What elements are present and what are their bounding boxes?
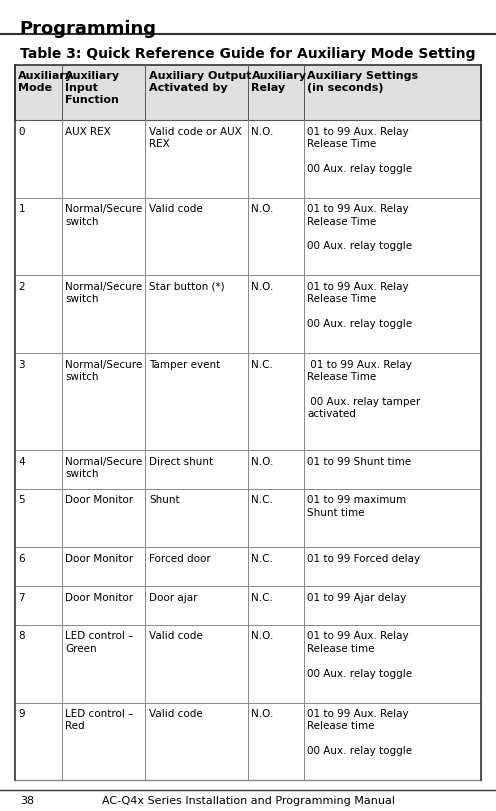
Text: N.C.: N.C.: [251, 554, 273, 564]
Text: N.O.: N.O.: [251, 204, 274, 214]
Text: Auxiliary
Mode: Auxiliary Mode: [18, 71, 73, 93]
Text: N.C.: N.C.: [251, 496, 273, 505]
Text: AC-Q4x Series Installation and Programming Manual: AC-Q4x Series Installation and Programmi…: [102, 796, 394, 806]
Text: LED control –
Red: LED control – Red: [65, 709, 133, 732]
Text: 6: 6: [18, 554, 25, 564]
Text: 01 to 99 Aux. Relay
Release time

00 Aux. relay toggle: 01 to 99 Aux. Relay Release time 00 Aux.…: [308, 709, 413, 756]
Text: Tamper event: Tamper event: [149, 359, 220, 370]
Text: Valid code or AUX
REX: Valid code or AUX REX: [149, 127, 242, 149]
Text: 0: 0: [18, 127, 25, 136]
Text: Normal/Secure
switch: Normal/Secure switch: [65, 359, 142, 382]
Bar: [15, 624, 481, 702]
Bar: [15, 276, 481, 353]
Text: Valid code: Valid code: [149, 631, 203, 642]
Text: AUX REX: AUX REX: [65, 127, 111, 136]
Text: N.C.: N.C.: [251, 593, 273, 603]
Text: 01 to 99 maximum
Shunt time: 01 to 99 maximum Shunt time: [308, 496, 407, 518]
Text: N.C.: N.C.: [251, 359, 273, 370]
Text: Normal/Secure
switch: Normal/Secure switch: [65, 204, 142, 226]
Text: N.O.: N.O.: [251, 457, 274, 466]
Text: 01 to 99 Aux. Relay
Release Time

00 Aux. relay toggle: 01 to 99 Aux. Relay Release Time 00 Aux.…: [308, 282, 413, 329]
Text: Auxiliary
Relay: Auxiliary Relay: [251, 71, 307, 93]
Bar: [15, 198, 481, 276]
Text: 01 to 99 Aux. Relay
Release Time

00 Aux. relay toggle: 01 to 99 Aux. Relay Release Time 00 Aux.…: [308, 127, 413, 174]
Bar: [15, 547, 481, 586]
Text: Star button (*): Star button (*): [149, 282, 225, 292]
Text: Valid code: Valid code: [149, 709, 203, 719]
Text: Door ajar: Door ajar: [149, 593, 197, 603]
Text: Normal/Secure
switch: Normal/Secure switch: [65, 457, 142, 479]
Text: Door Monitor: Door Monitor: [65, 554, 133, 564]
Text: Shunt: Shunt: [149, 496, 180, 505]
Bar: [15, 65, 481, 120]
Text: 7: 7: [18, 593, 25, 603]
Text: Programming: Programming: [20, 20, 157, 38]
Text: 01 to 99 Forced delay: 01 to 99 Forced delay: [308, 554, 421, 564]
Text: 01 to 99 Shunt time: 01 to 99 Shunt time: [308, 457, 412, 466]
Text: Door Monitor: Door Monitor: [65, 593, 133, 603]
Text: 38: 38: [20, 796, 34, 806]
Text: 1: 1: [18, 204, 25, 214]
Text: Auxiliary Settings
(in seconds): Auxiliary Settings (in seconds): [308, 71, 419, 93]
Text: 5: 5: [18, 496, 25, 505]
Text: Table 3: Quick Reference Guide for Auxiliary Mode Setting: Table 3: Quick Reference Guide for Auxil…: [20, 47, 476, 61]
Text: Forced door: Forced door: [149, 554, 211, 564]
Bar: [15, 702, 481, 780]
Text: 2: 2: [18, 282, 25, 292]
Bar: [15, 120, 481, 198]
Text: N.O.: N.O.: [251, 127, 274, 136]
Text: 01 to 99 Ajar delay: 01 to 99 Ajar delay: [308, 593, 407, 603]
Bar: [15, 353, 481, 450]
Bar: [15, 586, 481, 624]
Text: Door Monitor: Door Monitor: [65, 496, 133, 505]
Text: 8: 8: [18, 631, 25, 642]
Text: N.O.: N.O.: [251, 282, 274, 292]
Text: Normal/Secure
switch: Normal/Secure switch: [65, 282, 142, 304]
Text: N.O.: N.O.: [251, 709, 274, 719]
Text: 01 to 99 Aux. Relay
Release Time

 00 Aux. relay tamper
activated: 01 to 99 Aux. Relay Release Time 00 Aux.…: [308, 359, 421, 419]
Text: Valid code: Valid code: [149, 204, 203, 214]
Text: 3: 3: [18, 359, 25, 370]
Text: 9: 9: [18, 709, 25, 719]
Text: Auxiliary Output
Activated by: Auxiliary Output Activated by: [149, 71, 251, 93]
Text: Auxiliary
Input
Function: Auxiliary Input Function: [65, 71, 120, 105]
Text: N.O.: N.O.: [251, 631, 274, 642]
Bar: [15, 489, 481, 547]
Text: Direct shunt: Direct shunt: [149, 457, 213, 466]
Text: 01 to 99 Aux. Relay
Release Time

00 Aux. relay toggle: 01 to 99 Aux. Relay Release Time 00 Aux.…: [308, 204, 413, 251]
Text: 01 to 99 Aux. Relay
Release time

00 Aux. relay toggle: 01 to 99 Aux. Relay Release time 00 Aux.…: [308, 631, 413, 679]
Bar: [15, 450, 481, 489]
Text: LED control –
Green: LED control – Green: [65, 631, 133, 654]
Text: 4: 4: [18, 457, 25, 466]
